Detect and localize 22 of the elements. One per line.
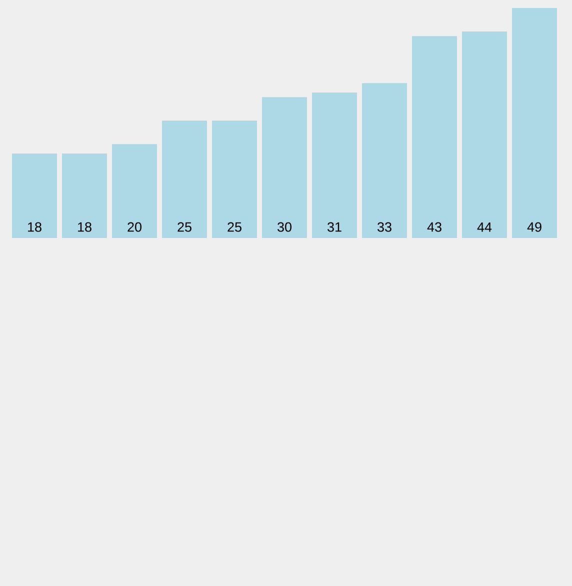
- data-label: 33: [378, 222, 392, 232]
- bar: [312, 92, 358, 238]
- data-label: 31: [328, 222, 342, 232]
- bar: [12, 154, 57, 238]
- data-label: 25: [178, 222, 192, 232]
- bar: [112, 144, 157, 238]
- data-label: 18: [28, 222, 42, 232]
- bar: [162, 120, 208, 238]
- bar: [212, 120, 258, 238]
- bar: [512, 8, 558, 238]
- data-label: 44: [477, 222, 492, 232]
- data-label: 20: [128, 222, 142, 232]
- data-label: 25: [228, 222, 242, 232]
- data-label: 43: [427, 222, 442, 232]
- data-label: 30: [278, 222, 292, 232]
- data-label: 18: [78, 222, 92, 232]
- bar: [262, 97, 308, 238]
- data-label: 49: [527, 222, 542, 232]
- bar: [412, 36, 458, 238]
- bar: [362, 83, 408, 238]
- bar: [62, 154, 107, 238]
- bar: [462, 31, 508, 238]
